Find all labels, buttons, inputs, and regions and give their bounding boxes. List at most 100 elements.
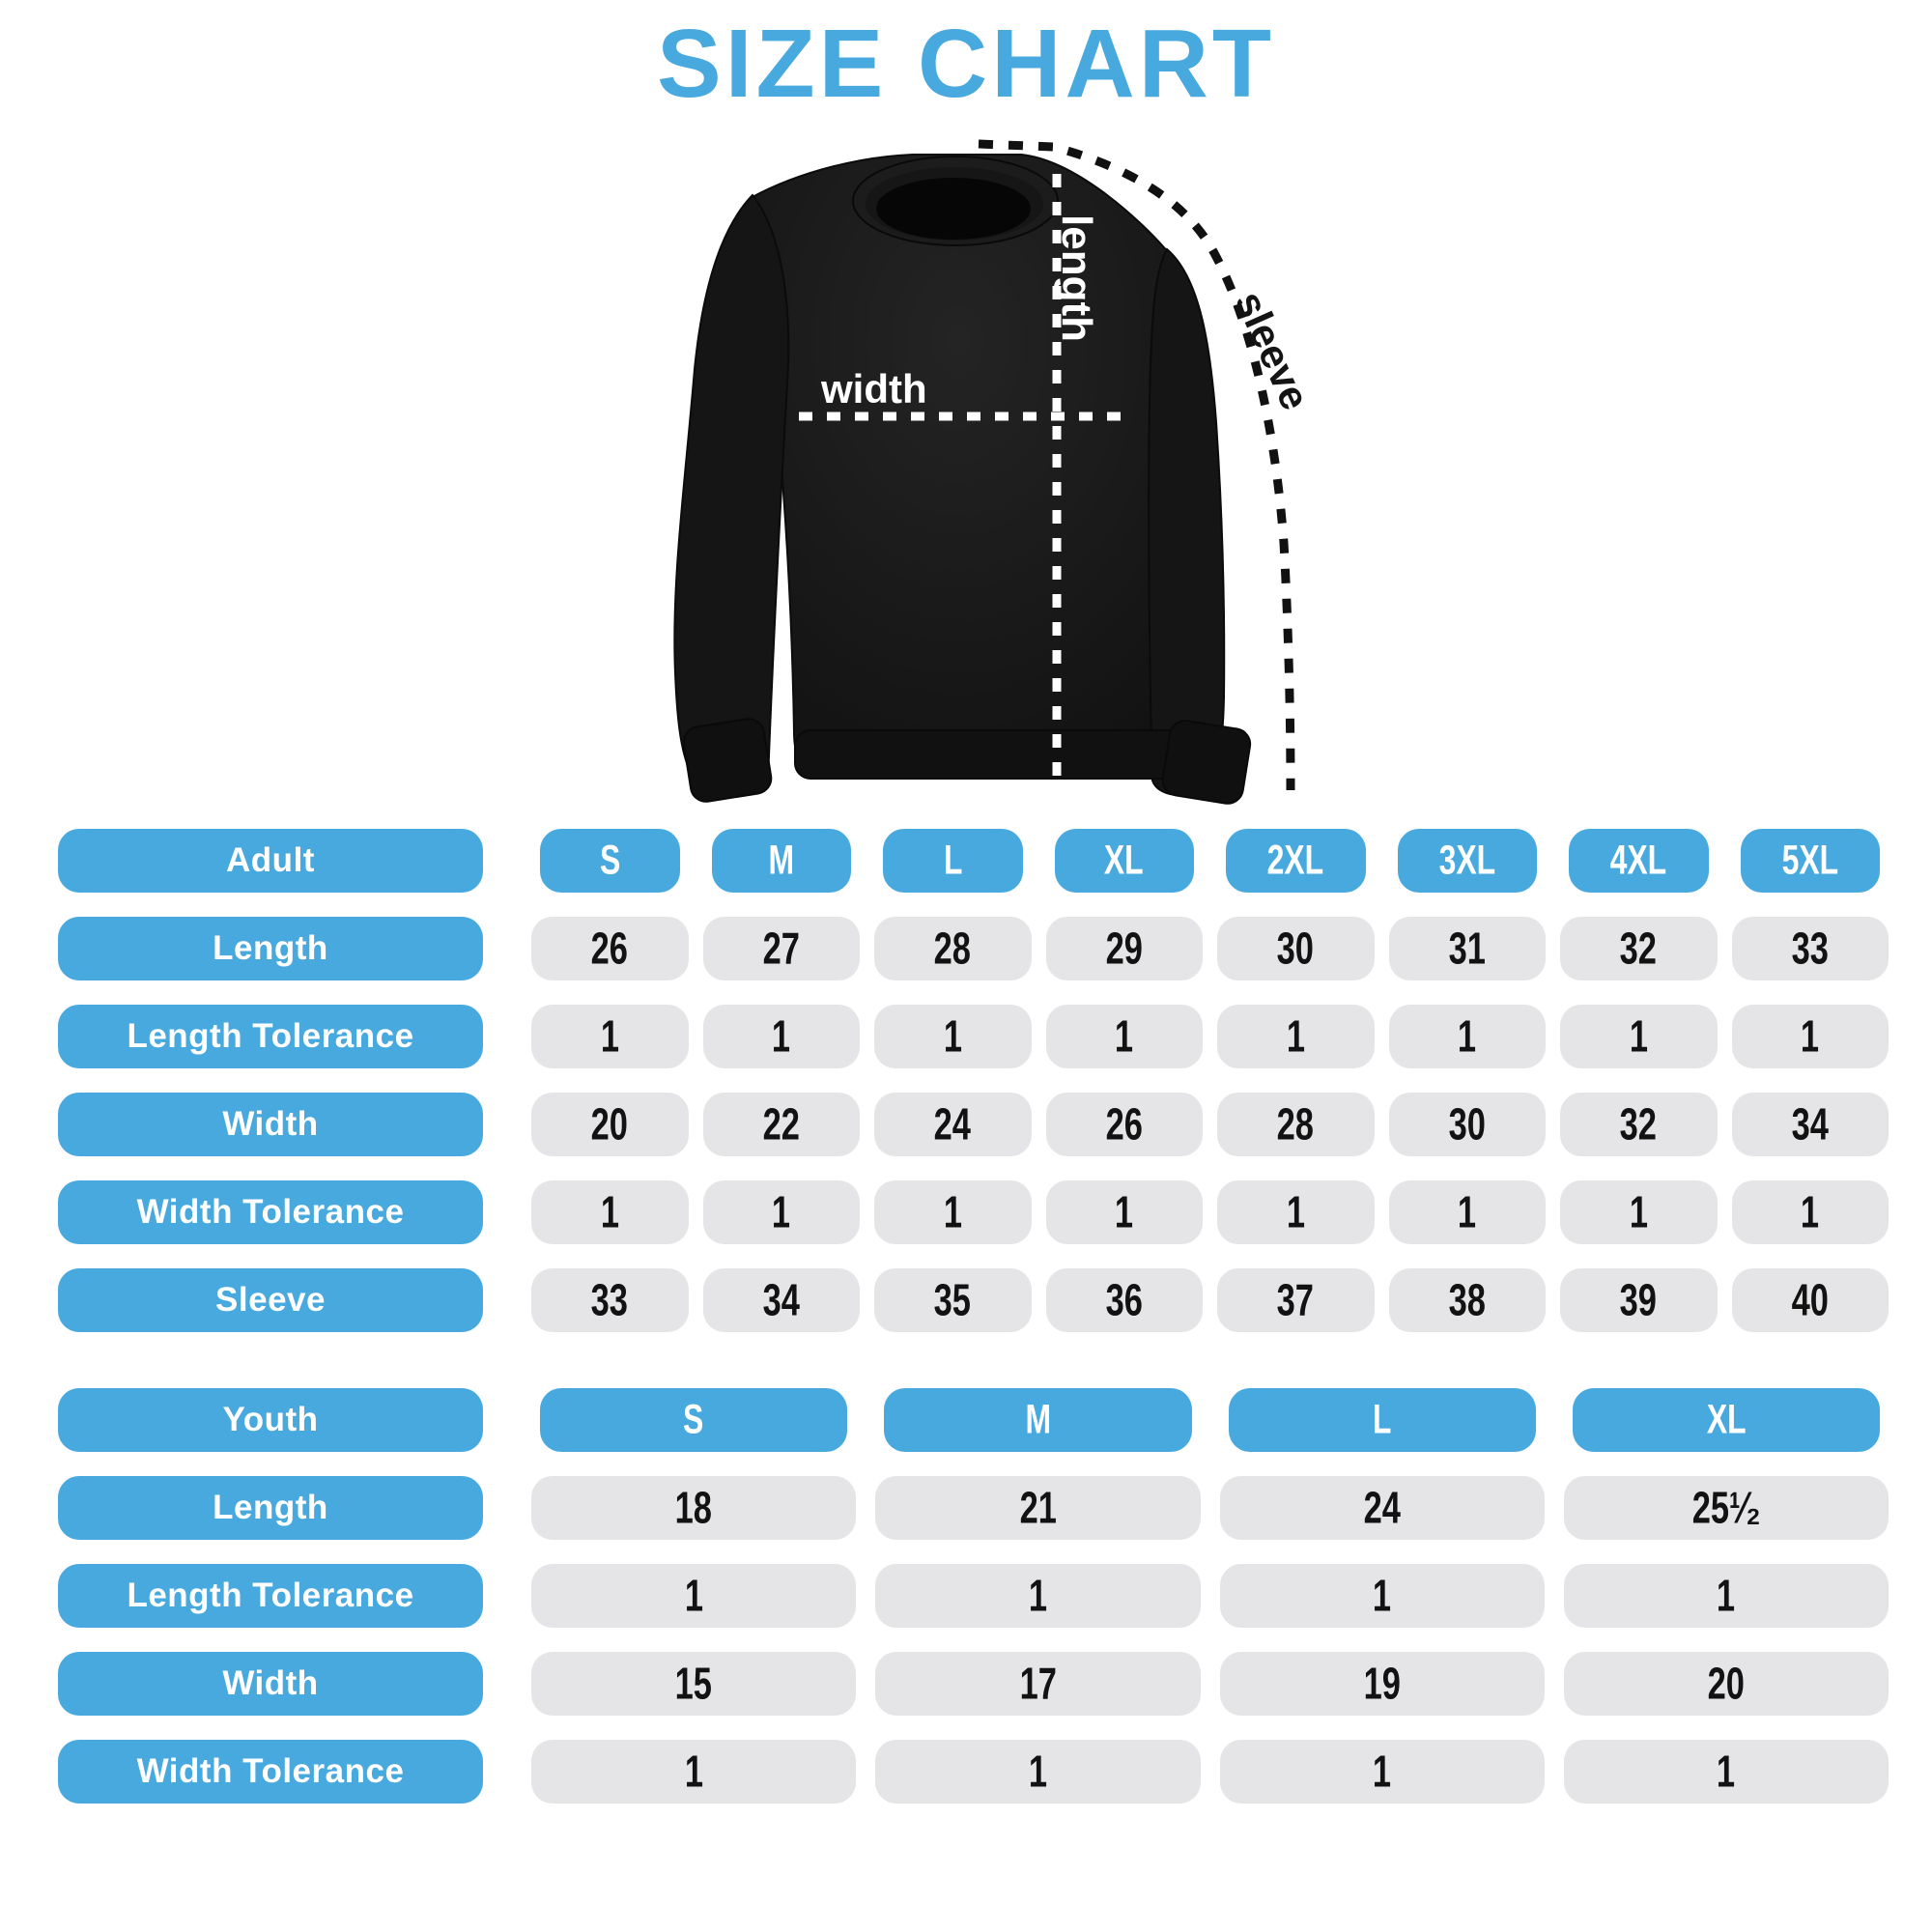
sweatshirt-illustration: width length sleeve xyxy=(673,139,1319,805)
cell-text: S xyxy=(599,837,620,883)
cell-text: 3XL xyxy=(1438,837,1496,883)
value-cell: 20 xyxy=(1563,1652,1889,1716)
cell-text: 28 xyxy=(1277,1098,1315,1150)
value-cell: 1 xyxy=(1388,1005,1546,1068)
row-cells: 18 21 24 25¹⁄₂ xyxy=(531,1476,1889,1540)
length-label: length xyxy=(1053,214,1100,342)
cell-text: 33 xyxy=(591,1274,629,1325)
cell-text: 34 xyxy=(762,1274,800,1325)
value-cell: 1 xyxy=(1563,1564,1889,1628)
cell-text: 1 xyxy=(600,1010,619,1062)
value-cell: 24 xyxy=(874,1093,1032,1156)
cell-text: 21 xyxy=(1019,1482,1057,1533)
value-cell: 1 xyxy=(1219,1564,1545,1628)
row-cells: 33 34 35 36 37 38 39 40 xyxy=(531,1268,1889,1332)
cell-text: L xyxy=(943,837,963,883)
size-header-cell: S xyxy=(540,1388,848,1452)
left-sleeve xyxy=(673,193,790,794)
value-cell: 1 xyxy=(1045,1005,1203,1068)
cell-text: 1 xyxy=(1115,1186,1134,1237)
value-cell: 30 xyxy=(1388,1093,1546,1156)
value-cell: 1 xyxy=(1388,1180,1546,1244)
value-cell: 38 xyxy=(1388,1268,1546,1332)
value-cell: 1 xyxy=(1731,1005,1889,1068)
cell-text: 24 xyxy=(934,1098,972,1150)
cell-text: 4XL xyxy=(1609,837,1667,883)
value-cell: 29 xyxy=(1045,917,1203,980)
cell-text: 1 xyxy=(1717,1570,1736,1621)
value-cell: 18 xyxy=(531,1476,857,1540)
value-cell: 28 xyxy=(874,917,1032,980)
size-group-label: Adult xyxy=(58,829,483,893)
cell-text: 15 xyxy=(674,1658,713,1709)
cell-text: 1 xyxy=(1286,1010,1305,1062)
value-cell: 1 xyxy=(702,1005,860,1068)
table-row: Length Tolerance 1 1 1 1 xyxy=(58,1564,1889,1628)
size-header-cell: 4XL xyxy=(1569,829,1709,893)
waistband xyxy=(794,729,1211,780)
cell-text: 20 xyxy=(591,1098,629,1150)
table-row: Width 15 17 19 20 xyxy=(58,1652,1889,1716)
value-cell: 24 xyxy=(1219,1476,1545,1540)
value-cell: 17 xyxy=(875,1652,1201,1716)
cell-text: 1 xyxy=(772,1010,791,1062)
size-header-cell: L xyxy=(1228,1388,1536,1452)
cell-text: 26 xyxy=(1105,1098,1143,1150)
row-label: Width Tolerance xyxy=(58,1180,483,1244)
value-cell: 15 xyxy=(531,1652,857,1716)
row-label: Length Tolerance xyxy=(58,1564,483,1628)
cell-text: 1 xyxy=(1458,1010,1477,1062)
cell-text: 1 xyxy=(684,1746,703,1797)
value-cell: 1 xyxy=(531,1740,857,1804)
value-cell: 34 xyxy=(702,1268,860,1332)
value-cell: 27 xyxy=(702,917,860,980)
value-cell: 26 xyxy=(531,917,689,980)
value-cell: 40 xyxy=(1731,1268,1889,1332)
cell-text: 1 xyxy=(1028,1570,1047,1621)
value-cell: 32 xyxy=(1560,1093,1718,1156)
cell-text: 29 xyxy=(1105,923,1143,974)
row-label: Length xyxy=(58,917,483,980)
cell-text: 19 xyxy=(1363,1658,1401,1709)
right-cuff xyxy=(1161,720,1252,805)
table-row: Length 26 27 28 29 30 31 32 33 xyxy=(58,917,1889,980)
value-cell: 1 xyxy=(875,1740,1201,1804)
collar-opening xyxy=(876,178,1031,240)
size-header-cell: 3XL xyxy=(1397,829,1537,893)
row-cells: 15 17 19 20 xyxy=(531,1652,1889,1716)
cell-text: 32 xyxy=(1620,1098,1658,1150)
cell-text: 5XL xyxy=(1781,837,1839,883)
cell-text: 1 xyxy=(1028,1746,1047,1797)
cell-text: 1 xyxy=(1629,1186,1648,1237)
row-label: Length xyxy=(58,1476,483,1540)
sleeve-measure-line xyxy=(978,139,1295,791)
cell-text: 1 xyxy=(684,1570,703,1621)
cell-text: 38 xyxy=(1448,1274,1486,1325)
cell-text: 40 xyxy=(1791,1274,1829,1325)
size-header-cell: XL xyxy=(1054,829,1194,893)
size-group-label: Youth xyxy=(58,1388,483,1452)
size-header-cell: S xyxy=(540,829,680,893)
cell-text: S xyxy=(683,1396,704,1442)
value-cell: 30 xyxy=(1217,917,1375,980)
cell-text: 24 xyxy=(1363,1482,1401,1533)
value-cell: 37 xyxy=(1217,1268,1375,1332)
cell-text: 18 xyxy=(674,1482,713,1533)
value-cell: 1 xyxy=(1563,1740,1889,1804)
value-cell: 35 xyxy=(874,1268,1032,1332)
cell-text: 17 xyxy=(1019,1658,1057,1709)
cell-text: 1 xyxy=(1629,1010,1648,1062)
cell-text: 39 xyxy=(1620,1274,1658,1325)
cell-text: 1 xyxy=(600,1186,619,1237)
cell-text: 35 xyxy=(934,1274,972,1325)
value-cell: 31 xyxy=(1388,917,1546,980)
cell-text: M xyxy=(768,837,795,883)
cell-text: 1 xyxy=(1286,1186,1305,1237)
row-cells: 1 1 1 1 1 1 1 1 xyxy=(531,1005,1889,1068)
value-cell: 39 xyxy=(1560,1268,1718,1332)
size-header-cells: S M L XL xyxy=(531,1388,1889,1452)
value-cell: 1 xyxy=(1217,1005,1375,1068)
width-label: width xyxy=(820,366,927,412)
right-sleeve xyxy=(1148,247,1226,796)
cell-text: 1 xyxy=(1458,1186,1477,1237)
